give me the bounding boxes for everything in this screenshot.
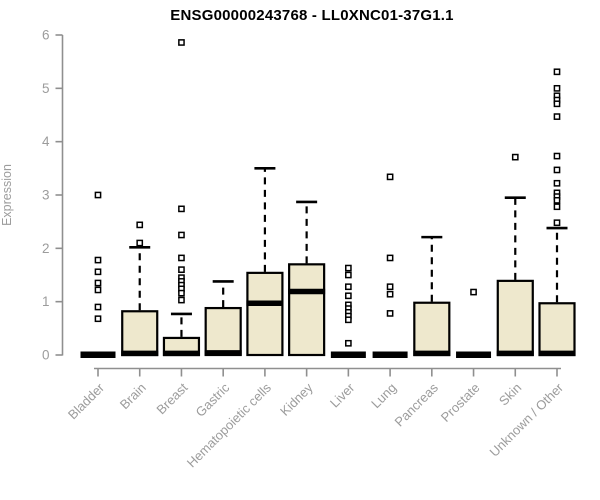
outlier-point bbox=[345, 283, 352, 291]
x-tick-label: Kidney bbox=[277, 380, 316, 419]
outlier-point bbox=[386, 283, 394, 291]
outlier-point bbox=[345, 264, 352, 272]
x-tick-label: Liver bbox=[327, 380, 358, 411]
outlier-point bbox=[553, 100, 561, 108]
outlier-point bbox=[94, 303, 102, 311]
y-tick-label: 1 bbox=[42, 294, 50, 309]
outlier-point bbox=[178, 39, 185, 46]
y-tick-label: 0 bbox=[42, 348, 50, 363]
y-tick-label: 4 bbox=[42, 134, 50, 149]
outlier-point bbox=[470, 288, 477, 296]
y-tick-label: 3 bbox=[42, 188, 50, 203]
x-tick-label: Prostate bbox=[438, 380, 483, 425]
x-tick-label: Skin bbox=[496, 380, 524, 408]
flat-box bbox=[80, 351, 116, 358]
y-tick-label: 6 bbox=[42, 28, 50, 43]
box bbox=[246, 271, 284, 357]
flat-box bbox=[372, 351, 408, 358]
x-tick-label: Brain bbox=[117, 380, 149, 412]
outlier-point bbox=[386, 290, 394, 298]
outlier-point bbox=[553, 166, 561, 174]
outlier-point bbox=[553, 196, 561, 204]
outlier-point bbox=[553, 113, 561, 120]
outlier-point bbox=[553, 179, 561, 187]
box bbox=[288, 263, 326, 357]
x-tick-label: Bladder bbox=[65, 380, 108, 423]
outlier-point bbox=[94, 279, 102, 287]
x-tick-label: Gastric bbox=[193, 380, 233, 420]
outlier-point bbox=[345, 271, 352, 279]
outlier-point bbox=[553, 219, 561, 227]
outlier-point bbox=[553, 152, 561, 160]
box bbox=[496, 279, 534, 357]
outlier-point bbox=[553, 84, 561, 92]
y-tick-label: 2 bbox=[42, 241, 50, 256]
outlier-point bbox=[94, 315, 102, 323]
outlier-point bbox=[136, 239, 144, 247]
outlier-point bbox=[553, 203, 561, 211]
outlier-point bbox=[178, 289, 185, 297]
box bbox=[538, 302, 576, 357]
outlier-point bbox=[94, 256, 102, 264]
box bbox=[413, 301, 451, 357]
outlier-point bbox=[386, 173, 394, 181]
outlier-point bbox=[345, 316, 352, 324]
box bbox=[121, 310, 159, 357]
outlier-point bbox=[94, 286, 102, 294]
flat-box bbox=[456, 351, 492, 358]
x-tick-label: Pancreas bbox=[391, 380, 441, 430]
outlier-point bbox=[94, 191, 102, 199]
chart-title: ENSG00000243768 - LL0XNC01-37G1.1 bbox=[170, 7, 454, 24]
flat-box bbox=[330, 351, 366, 358]
outlier-point bbox=[178, 254, 185, 262]
outlier-point bbox=[178, 205, 185, 213]
y-tick-label: 5 bbox=[42, 81, 50, 96]
outlier-point bbox=[511, 153, 519, 161]
outlier-point bbox=[178, 266, 185, 274]
outlier-point bbox=[386, 310, 394, 317]
x-tick-label: Breast bbox=[153, 380, 190, 417]
outlier-point bbox=[178, 296, 185, 304]
x-tick-label: Unknown / Other bbox=[487, 380, 567, 460]
x-tick-label: Lung bbox=[368, 380, 399, 411]
outlier-point bbox=[345, 292, 352, 300]
outlier-point bbox=[345, 339, 352, 347]
outlier-point bbox=[136, 221, 144, 229]
outlier-point bbox=[94, 268, 102, 276]
outlier-point bbox=[386, 254, 394, 262]
box bbox=[204, 306, 242, 357]
outlier-point bbox=[178, 231, 185, 239]
outlier-point bbox=[553, 68, 561, 76]
